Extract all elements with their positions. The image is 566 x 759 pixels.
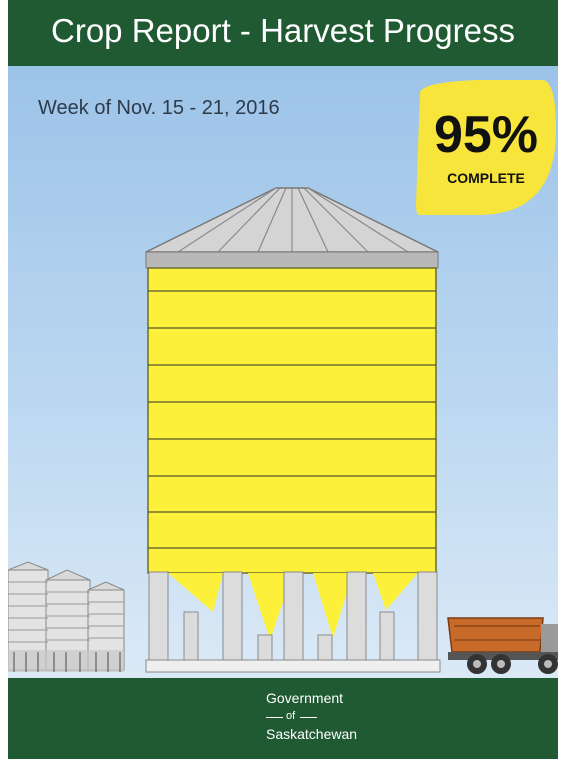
percent-value: 95%: [434, 106, 538, 164]
grain-fill: [148, 268, 436, 573]
infographic: Crop Report - Harvest Progress Week of N…: [8, 0, 558, 759]
divider-left: [266, 717, 283, 718]
gov-line-1: Government: [266, 690, 343, 706]
divider-right: [300, 717, 317, 718]
gov-line-3: Saskatchewan: [266, 726, 357, 742]
percent-badge: 95% COMPLETE: [416, 80, 556, 215]
dump-truck: [448, 618, 558, 674]
harvest-scene: 95% COMPLETE: [8, 0, 558, 759]
small-silos: [8, 562, 124, 672]
silo-roof: [146, 188, 438, 268]
gov-line-2: of: [286, 710, 295, 722]
complete-label: COMPLETE: [447, 170, 525, 186]
silo-body: [148, 268, 436, 573]
